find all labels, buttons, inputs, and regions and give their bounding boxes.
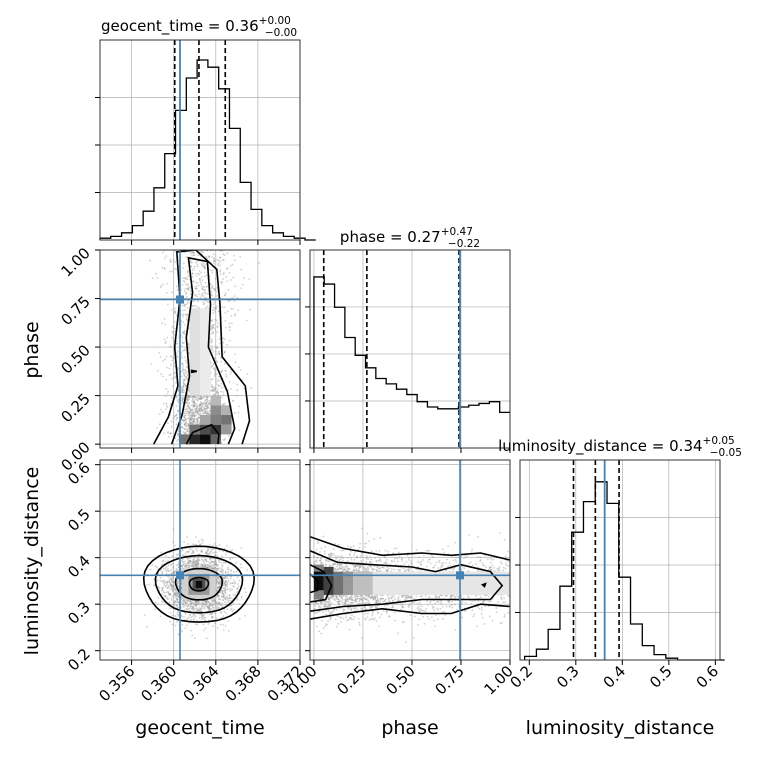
y-tick-label: 0.2 — [64, 645, 94, 675]
density-cell — [221, 415, 232, 425]
density-cell — [313, 571, 324, 591]
title-geocent-time: geocent_time = 0.36+0.00 −0.00 — [101, 15, 297, 39]
density-cell — [200, 424, 211, 435]
contour-line — [310, 535, 510, 561]
ylabel-phase: phase — [21, 321, 43, 378]
ylabel-luminosity-distance: luminosity_distance — [21, 467, 43, 656]
contour-line — [310, 573, 319, 594]
x-tick-label: 0.75 — [431, 662, 467, 698]
y-tick-label: 0.3 — [64, 598, 94, 628]
injection-marker — [176, 295, 184, 304]
panel-border — [309, 459, 511, 661]
panel-border — [99, 39, 301, 241]
x-tick-label: 0.3 — [553, 662, 583, 692]
y-tick-label: 0.4 — [64, 552, 94, 582]
x-tick-label: 0.25 — [333, 662, 369, 698]
x-tick-label: 0.368 — [222, 662, 265, 705]
contour-line — [310, 549, 504, 612]
x-tick-label: 0.356 — [95, 662, 138, 705]
x-tick-label: 0.50 — [382, 662, 418, 698]
injection-marker — [176, 571, 184, 580]
density-cell — [200, 308, 211, 396]
x-tick-label: 0.364 — [180, 662, 223, 705]
density-cell — [343, 571, 354, 595]
axis-labels: geocent_time phase luminosity_distance p… — [21, 321, 714, 739]
contour-line — [174, 567, 224, 601]
hist-phase — [305, 249, 511, 453]
x-tick-label: 0.6 — [693, 662, 723, 692]
title-phase: phase = 0.27+0.47 −0.22 — [340, 226, 480, 250]
density-cell — [353, 571, 373, 595]
y-tick-label: 0.75 — [57, 293, 93, 329]
panel-phase-vs-luminosity-distance: 0.00 0.25 0.50 0.75 1.00 — [284, 459, 517, 698]
density-cell — [372, 571, 510, 595]
density-cell — [221, 405, 232, 415]
density-cell — [178, 434, 190, 445]
density-cell — [200, 415, 211, 425]
contour-line — [170, 256, 236, 445]
contour-line — [185, 423, 220, 445]
density-cell — [189, 424, 200, 435]
contour-line — [154, 554, 244, 614]
hist-step — [524, 481, 725, 661]
density-cell — [210, 415, 222, 425]
density-cell — [333, 571, 344, 595]
scatter-points — [310, 527, 510, 644]
contour-line — [480, 582, 487, 588]
y-tick-label: 0.5 — [64, 505, 94, 535]
xlabel-geocent-time: geocent_time — [135, 717, 264, 739]
y-tick-label: 1.00 — [57, 244, 93, 280]
scatter-points — [149, 250, 261, 446]
x-tick-label: 0.5 — [646, 662, 676, 692]
panel-border — [99, 249, 301, 449]
density-cell — [189, 308, 200, 396]
panel-border — [519, 459, 721, 661]
density-cell — [210, 395, 222, 406]
injection-marker — [456, 571, 464, 580]
x-tick-label: 1.00 — [480, 662, 516, 698]
density-cell — [189, 434, 200, 445]
contour-line — [188, 576, 210, 592]
contour-line — [310, 563, 333, 603]
y-tick-label: 0.25 — [57, 390, 93, 426]
y-tick-label: 0.50 — [57, 341, 93, 377]
xlabel-phase: phase — [381, 717, 438, 739]
title-luminosity-distance: luminosity_distance = 0.34+0.05 −0.05 — [498, 435, 742, 459]
density-cell — [210, 405, 222, 415]
contour-line — [310, 603, 510, 620]
panel-geocent-time-vs-phase: 0.000.250.500.751.00 — [57, 244, 301, 475]
contour-line — [152, 250, 251, 445]
xlabel-luminosity-distance: luminosity_distance — [526, 717, 715, 739]
contour-line — [142, 545, 256, 623]
x-tick-label: 0.360 — [137, 662, 180, 705]
hist-step — [99, 59, 316, 241]
density-cell — [200, 434, 211, 445]
density-cell — [195, 580, 203, 588]
contour-line — [190, 369, 197, 374]
x-tick-label: 0.4 — [600, 662, 630, 692]
density-cell — [221, 424, 232, 435]
density-cell — [210, 434, 222, 445]
panel-border — [99, 459, 301, 661]
panel-border — [309, 249, 511, 449]
hist-step — [313, 276, 510, 448]
hist-geocent-time — [95, 39, 316, 245]
hist-luminosity-distance: 0.2 0.3 0.4 0.5 0.6 — [507, 459, 725, 692]
